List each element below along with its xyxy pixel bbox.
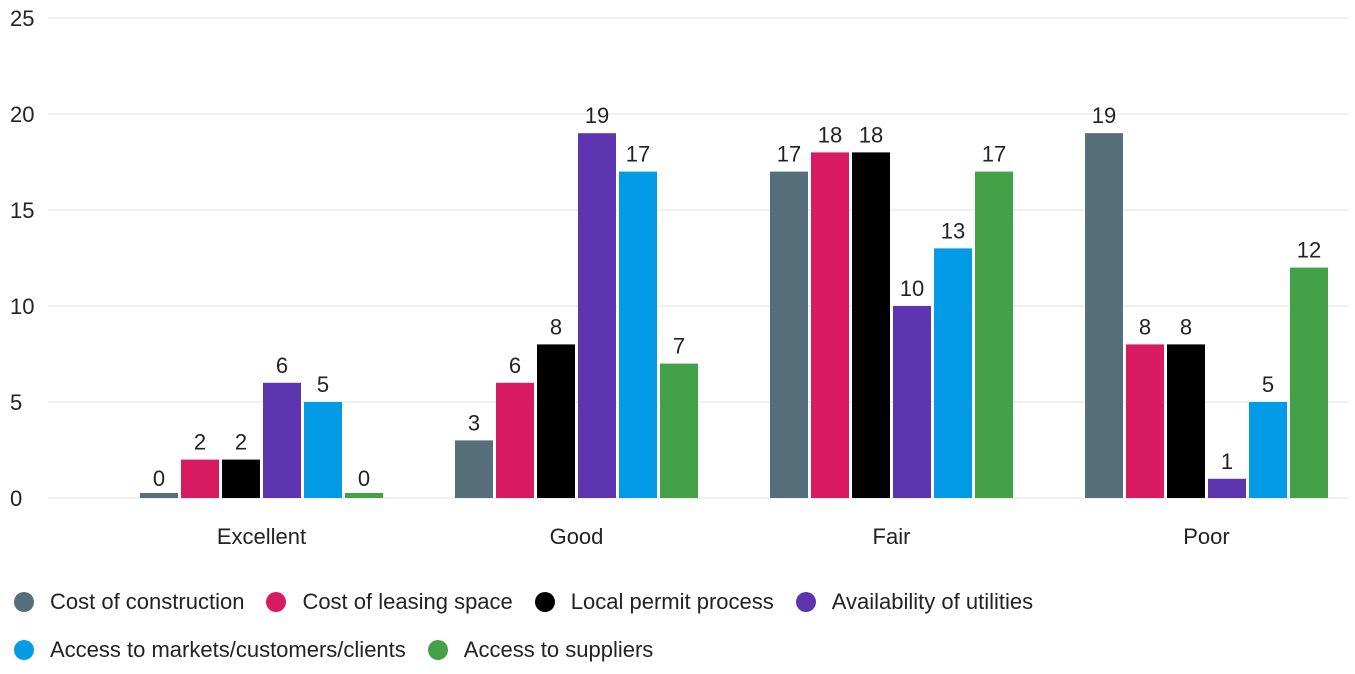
legend-item-cost-of-construction[interactable]: Cost of construction <box>14 589 244 615</box>
bar[interactable] <box>660 363 698 498</box>
x-tick-label: Poor <box>1183 524 1229 549</box>
data-label: 19 <box>1092 103 1116 128</box>
legend-label: Cost of construction <box>50 589 245 614</box>
y-tick-label: 15 <box>10 198 34 223</box>
x-tick-label: Fair <box>873 524 911 549</box>
data-label: 6 <box>276 353 288 378</box>
bar[interactable] <box>975 171 1013 498</box>
legend-swatch-icon <box>14 592 34 612</box>
bar[interactable] <box>455 440 493 498</box>
legend-swatch-icon <box>534 592 555 612</box>
bar[interactable] <box>222 459 260 498</box>
legend-item-access-to-markets[interactable]: Access to markets/customers/clients <box>14 637 406 663</box>
legend: Cost of construction Cost of leasing spa… <box>14 578 1344 674</box>
data-label: 1 <box>1221 449 1233 474</box>
bar[interactable] <box>852 152 890 498</box>
bar[interactable] <box>770 171 808 498</box>
data-label: 10 <box>900 276 924 301</box>
bar[interactable] <box>263 382 301 498</box>
bar[interactable] <box>304 402 342 498</box>
legend-item-local-permit-process[interactable]: Local permit process <box>534 589 774 615</box>
data-label: 17 <box>982 142 1006 167</box>
bar[interactable] <box>496 382 534 498</box>
bar[interactable] <box>1126 344 1164 498</box>
data-label: 8 <box>1180 314 1192 339</box>
bar[interactable] <box>1167 344 1205 498</box>
bar[interactable] <box>1290 267 1328 498</box>
data-label: 0 <box>358 466 370 491</box>
data-label: 3 <box>468 410 480 435</box>
data-label: 2 <box>235 430 247 455</box>
y-tick-label: 10 <box>10 294 34 319</box>
bar[interactable] <box>1249 402 1287 498</box>
legend-row-1: Cost of construction Cost of leasing spa… <box>14 578 1344 626</box>
bar[interactable] <box>1085 133 1123 498</box>
legend-item-availability-of-utilities[interactable]: Availability of utilities <box>795 589 1034 615</box>
bar[interactable] <box>893 306 931 498</box>
bar[interactable] <box>934 248 972 498</box>
y-tick-label: 25 <box>10 6 34 31</box>
legend-row-2: Access to markets/customers/clients Acce… <box>14 626 1344 674</box>
legend-label: Cost of leasing space <box>302 589 513 614</box>
legend-label: Availability of utilities <box>831 589 1034 614</box>
bar[interactable] <box>578 133 616 498</box>
y-tick-label: 20 <box>10 102 34 127</box>
y-tick-label: 5 <box>10 390 22 415</box>
data-label: 6 <box>509 353 521 378</box>
x-axis: Excellent Good Fair Poor <box>217 524 1230 549</box>
legend-swatch-icon <box>427 640 448 660</box>
x-tick-label: Excellent <box>217 524 306 549</box>
legend-swatch-icon <box>795 592 816 612</box>
bar[interactable] <box>1208 478 1246 498</box>
data-label: 13 <box>941 218 965 243</box>
data-label: 5 <box>1262 372 1274 397</box>
data-label: 7 <box>673 334 685 359</box>
data-label: 19 <box>585 103 609 128</box>
data-label: 8 <box>1139 314 1151 339</box>
data-labels: 0 2 2 6 5 0 3 6 8 19 17 7 17 18 18 10 13 17 19 8 8 1 5 12 <box>153 103 1321 491</box>
legend-label: Access to suppliers <box>463 637 654 662</box>
bar[interactable] <box>619 171 657 498</box>
legend-label: Local permit process <box>570 589 774 614</box>
bar[interactable] <box>811 152 849 498</box>
legend-item-cost-of-leasing-space[interactable]: Cost of leasing space <box>266 589 513 615</box>
data-label: 18 <box>818 122 842 147</box>
bar[interactable] <box>345 493 383 498</box>
data-label: 2 <box>194 430 206 455</box>
y-axis: 0 5 10 15 20 25 <box>10 6 34 511</box>
legend-swatch-icon <box>14 640 34 660</box>
bar[interactable] <box>537 344 575 498</box>
bar[interactable] <box>140 493 178 498</box>
bars <box>140 133 1328 498</box>
x-tick-label: Good <box>550 524 604 549</box>
data-label: 18 <box>859 122 883 147</box>
data-label: 17 <box>626 142 650 167</box>
data-label: 12 <box>1297 238 1321 263</box>
data-label: 8 <box>550 314 562 339</box>
data-label: 0 <box>153 466 165 491</box>
legend-item-access-to-suppliers[interactable]: Access to suppliers <box>427 637 654 663</box>
data-label: 17 <box>777 142 801 167</box>
bar[interactable] <box>181 459 219 498</box>
data-label: 5 <box>317 372 329 397</box>
legend-swatch-icon <box>266 592 287 612</box>
y-tick-label: 0 <box>10 486 22 511</box>
legend-label: Access to markets/customers/clients <box>50 637 406 662</box>
